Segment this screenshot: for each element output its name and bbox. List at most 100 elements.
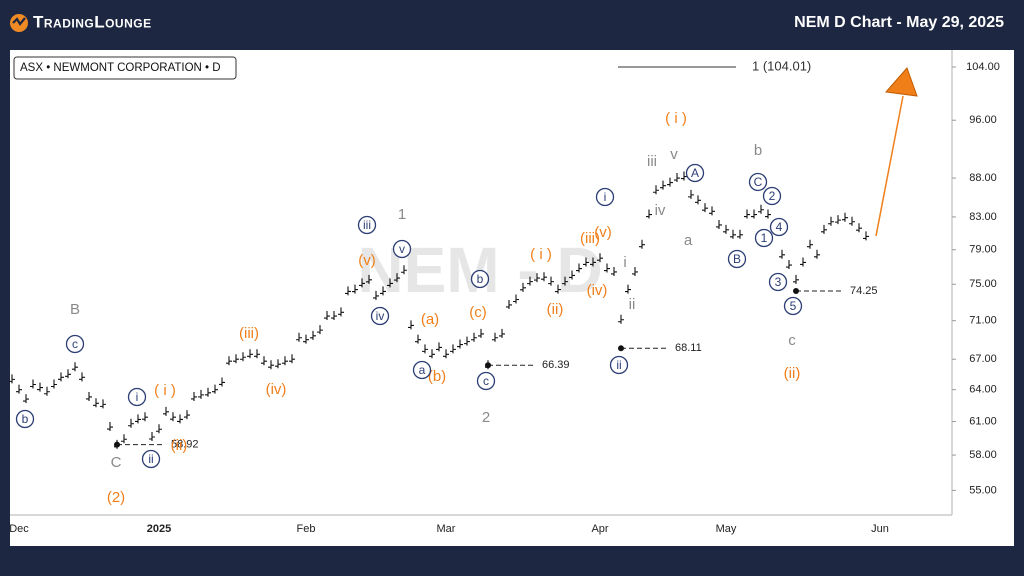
- price-bar: [184, 410, 190, 420]
- price-bar: [653, 185, 659, 195]
- price-bar: [226, 356, 232, 366]
- price-bar: [604, 263, 610, 273]
- wave-label: (iv): [587, 282, 608, 299]
- wave-label: 1: [761, 231, 768, 245]
- x-tick-label: Feb: [297, 523, 316, 535]
- y-tick-label: 75.00: [969, 278, 997, 290]
- price-bar: [562, 276, 568, 286]
- price-bar: [135, 414, 141, 424]
- price-bar: [457, 339, 463, 349]
- wave-label: 2: [769, 189, 776, 203]
- wave-label: ( i ): [154, 382, 176, 399]
- wave-circle: [783, 296, 803, 316]
- price-bar: [387, 278, 393, 288]
- wave-circle: [65, 334, 85, 354]
- x-tick-label: May: [716, 523, 737, 535]
- wave-circle: [15, 409, 35, 429]
- wave-label: (c): [469, 304, 487, 321]
- x-tick-label: Jun: [871, 523, 889, 535]
- price-bar: [317, 325, 323, 335]
- wave-label: v: [670, 146, 678, 163]
- price-bar: [86, 391, 92, 401]
- wave-label: (a): [421, 311, 439, 328]
- price-bar: [611, 266, 617, 276]
- x-tick-label: 2025: [147, 523, 171, 535]
- price-bar: [618, 314, 624, 324]
- price-bar: [758, 204, 764, 214]
- price-bar: [450, 344, 456, 354]
- wave-label: b: [754, 142, 762, 159]
- price-bar: [163, 406, 169, 416]
- price-bar: [380, 286, 386, 296]
- level-dot: [793, 287, 799, 294]
- price-bar: [212, 384, 218, 394]
- y-tick-label: 55.00: [969, 484, 997, 496]
- wave-circle: [762, 186, 782, 206]
- wave-circle: [768, 272, 788, 292]
- price-bar: [177, 414, 183, 424]
- price-bar: [373, 290, 379, 300]
- wave-label: b: [22, 412, 29, 426]
- price-bar: [436, 342, 442, 352]
- wave-label: b: [477, 272, 484, 286]
- price-bar: [513, 294, 519, 304]
- price-bar: [863, 231, 869, 241]
- price-bar: [23, 394, 29, 404]
- price-bar: [156, 424, 162, 434]
- price-bar: [79, 372, 85, 382]
- projection-arrow: [875, 67, 918, 237]
- price-bar: [289, 354, 295, 364]
- wave-circle: [370, 306, 390, 326]
- wave-label: (iii): [239, 325, 259, 342]
- wave-label: i: [604, 190, 607, 204]
- wave-label: (ii): [784, 365, 801, 382]
- x-tick-label: Mar: [437, 523, 456, 535]
- price-bar: [65, 369, 71, 379]
- price-bar: [359, 278, 365, 288]
- symbol-box: [13, 56, 237, 80]
- x-tick-label: Apr: [591, 523, 608, 535]
- y-tick-label: 67.00: [969, 353, 997, 365]
- page-title: NEM D Chart - May 29, 2025: [794, 14, 1004, 31]
- price-bar: [702, 203, 708, 213]
- wave-circle: [754, 228, 774, 248]
- price-bar: [779, 249, 785, 259]
- wave-label: v: [399, 242, 405, 256]
- price-bar: [44, 386, 50, 396]
- price-bar: [583, 257, 589, 267]
- price-bar: [121, 434, 127, 444]
- price-bar: [51, 379, 57, 389]
- wave-label: 2: [482, 409, 490, 426]
- price-bar: [793, 274, 799, 284]
- price-bar: [142, 412, 148, 422]
- price-bar: [303, 334, 309, 344]
- wave-label: (ii): [171, 437, 188, 454]
- wave-label: a: [684, 232, 693, 249]
- level-label: 58.92: [171, 439, 199, 451]
- price-bar: [247, 349, 253, 359]
- price-bar: [100, 399, 106, 409]
- wave-label: a: [419, 363, 426, 377]
- y-tick-label: 71.00: [969, 315, 997, 327]
- price-bar: [191, 391, 197, 401]
- level-dot: [485, 362, 491, 369]
- symbol-label: ASX • NEWMONT CORPORATION • D: [20, 62, 221, 74]
- wave-label: ( i ): [530, 246, 552, 263]
- wave-label: (ii): [547, 301, 564, 318]
- price-bar: [198, 389, 204, 399]
- price-bar: [128, 418, 134, 428]
- wave-circle: [595, 187, 615, 207]
- price-bar: [639, 239, 645, 249]
- price-bar: [499, 328, 505, 338]
- price-bar: [240, 352, 246, 362]
- logo-icon: [10, 14, 28, 32]
- price-bar: [429, 349, 435, 359]
- wave-circle: [357, 215, 377, 235]
- y-tick-label: 104.00: [966, 61, 1000, 73]
- price-bar: [324, 311, 330, 321]
- price-bar: [548, 276, 554, 286]
- price-bar: [366, 274, 372, 284]
- wave-circle: [470, 269, 490, 289]
- wave-label: ii: [629, 296, 636, 313]
- wave-label: iii: [647, 153, 657, 170]
